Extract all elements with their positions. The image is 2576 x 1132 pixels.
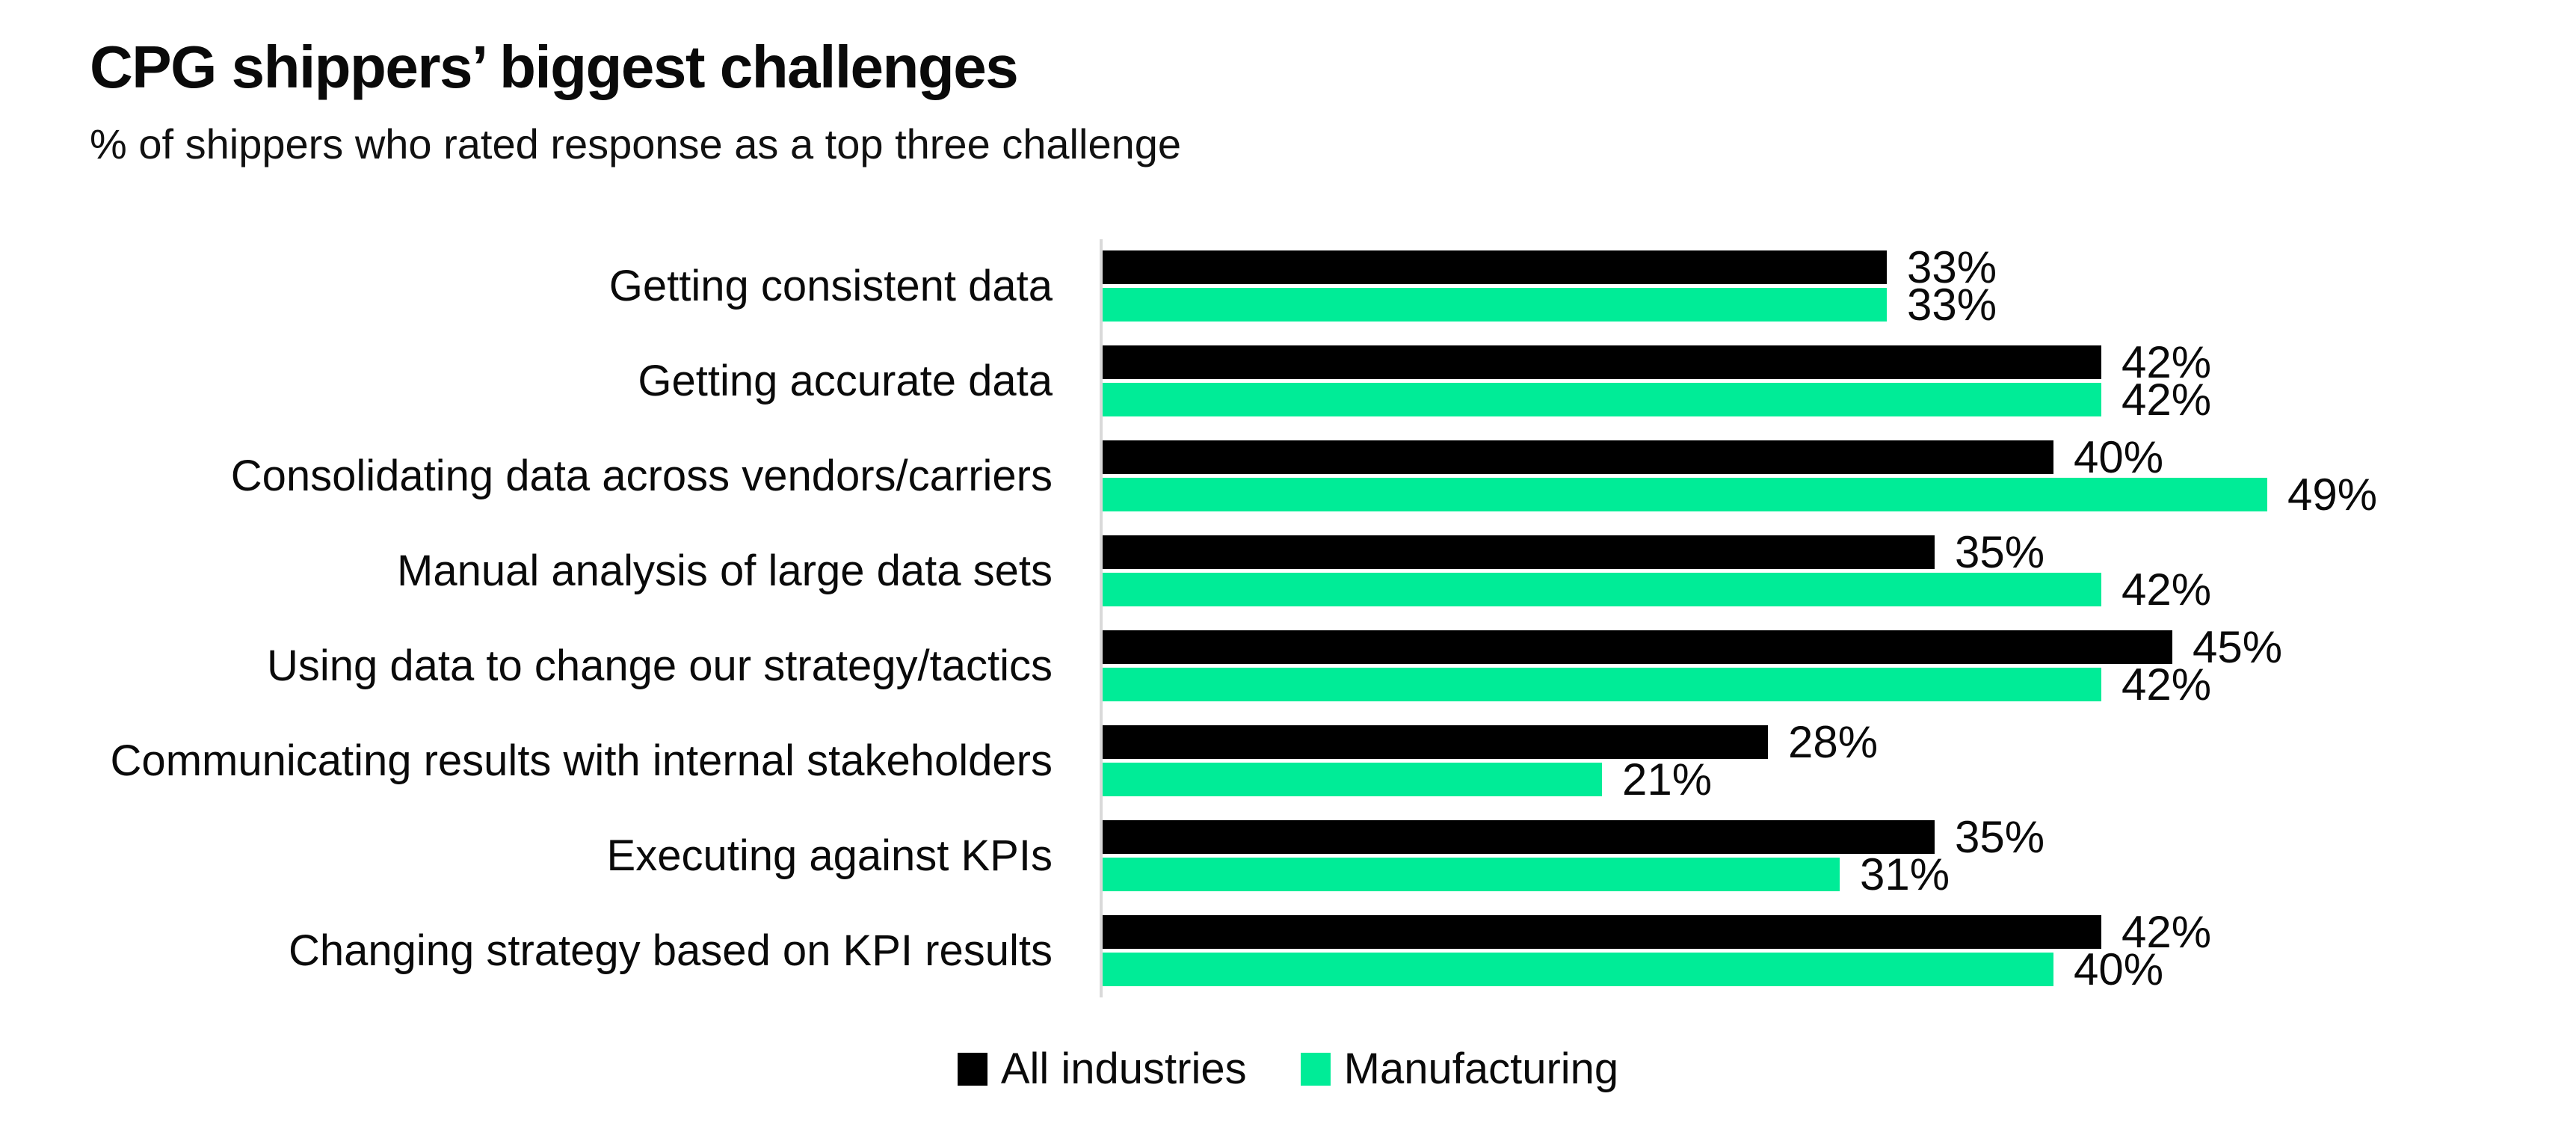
value-label: 21% xyxy=(1622,754,1713,805)
value-label: 31% xyxy=(1860,849,1950,899)
chart-title: CPG shippers’ biggest challenges xyxy=(90,34,1019,100)
bar-all-industries xyxy=(1103,440,2053,474)
bar-manufacturing xyxy=(1103,288,1887,322)
bar-all-industries xyxy=(1103,820,1935,854)
bar-all-industries xyxy=(1103,630,2172,664)
category-label: Using data to change our strategy/tactic… xyxy=(266,642,1053,690)
value-label: 33% xyxy=(1907,242,1997,292)
value-label: 40% xyxy=(2074,432,2164,482)
legend-label: All industries xyxy=(1000,1045,1247,1093)
bar-all-industries xyxy=(1103,250,1887,284)
category-label: Communicating results with internal stak… xyxy=(110,736,1053,785)
chart-row: Using data to change our strategy/tactic… xyxy=(0,622,2576,710)
value-label: 28% xyxy=(1788,717,1879,767)
bar-manufacturing xyxy=(1103,573,2101,606)
category-label: Getting consistent data xyxy=(608,262,1053,310)
bar-manufacturing xyxy=(1103,668,2101,701)
value-label: 45% xyxy=(2193,622,2283,672)
category-label: Executing against KPIs xyxy=(606,831,1053,880)
value-label: 42% xyxy=(2121,337,2212,387)
category-label: Manual analysis of large data sets xyxy=(397,547,1053,595)
category-axis-line xyxy=(1100,239,1103,997)
bar-all-industries xyxy=(1103,535,1935,569)
bar-manufacturing xyxy=(1103,763,1602,796)
bar-all-industries xyxy=(1103,725,1768,759)
bar-manufacturing xyxy=(1103,478,2267,511)
legend-swatch-icon xyxy=(957,1052,987,1086)
value-label: 42% xyxy=(2121,375,2212,425)
value-label: 42% xyxy=(2121,907,2212,957)
legend-label: Manufacturing xyxy=(1343,1045,1619,1093)
chart-row: Getting accurate data 42% 42% xyxy=(0,337,2576,425)
value-label: 33% xyxy=(1907,280,1997,330)
bar-manufacturing xyxy=(1103,858,1840,891)
value-label: 42% xyxy=(2121,659,2212,710)
legend-swatch-icon xyxy=(1300,1052,1331,1086)
value-label: 40% xyxy=(2074,944,2164,994)
legend-item-all-industries: All industries xyxy=(957,1044,1247,1094)
bar-manufacturing xyxy=(1103,383,2101,416)
value-label: 42% xyxy=(2121,565,2212,615)
category-label: Changing strategy based on KPI results xyxy=(288,926,1053,975)
value-label: 35% xyxy=(1955,527,2045,577)
bar-chart-plot-area: Getting consistent data 33% 33% Getting acc… xyxy=(0,242,2576,1010)
category-label: Getting accurate data xyxy=(638,357,1053,405)
bar-all-industries xyxy=(1103,345,2101,379)
chart-row: Consolidating data across vendors/carrie… xyxy=(0,432,2576,520)
bar-all-industries xyxy=(1103,915,2101,949)
chart-row: Changing strategy based on KPI results 42… xyxy=(0,907,2576,994)
bar-manufacturing xyxy=(1103,953,2053,986)
chart-row: Communicating results with internal stak… xyxy=(0,717,2576,805)
value-label: 35% xyxy=(1955,812,2045,862)
chart-row: Getting consistent data 33% 33% xyxy=(0,242,2576,330)
category-label: Consolidating data across vendors/carrie… xyxy=(230,452,1053,500)
value-label: 49% xyxy=(2287,470,2378,520)
chart-row: Executing against KPIs 35% 31% xyxy=(0,812,2576,899)
legend: All industries Manufacturing xyxy=(0,1044,2576,1094)
chart-subtitle: % of shippers who rated response as a to… xyxy=(90,120,1182,167)
chart-row: Manual analysis of large data sets 35% 42% xyxy=(0,527,2576,615)
legend-item-manufacturing: Manufacturing xyxy=(1300,1044,1619,1094)
